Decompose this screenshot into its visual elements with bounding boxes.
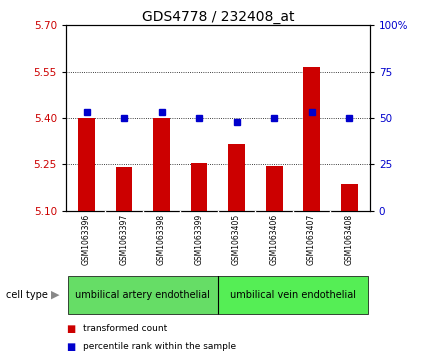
Bar — [218, 276, 368, 314]
Text: GSM1063399: GSM1063399 — [195, 214, 204, 265]
Text: ■: ■ — [66, 342, 75, 352]
Text: GSM1063398: GSM1063398 — [157, 214, 166, 265]
Bar — [191, 163, 207, 211]
Bar — [341, 184, 357, 211]
Text: ■: ■ — [66, 323, 75, 334]
Text: umbilical artery endothelial: umbilical artery endothelial — [75, 290, 210, 300]
Text: umbilical vein endothelial: umbilical vein endothelial — [230, 290, 356, 300]
Bar — [78, 118, 95, 211]
Bar — [303, 67, 320, 211]
Bar — [266, 166, 283, 211]
Bar — [68, 276, 218, 314]
Text: transformed count: transformed count — [83, 324, 167, 333]
Text: percentile rank within the sample: percentile rank within the sample — [83, 342, 236, 351]
Text: GSM1063405: GSM1063405 — [232, 214, 241, 265]
Text: GSM1063408: GSM1063408 — [345, 214, 354, 265]
Text: GSM1063396: GSM1063396 — [82, 214, 91, 265]
Text: GSM1063397: GSM1063397 — [119, 214, 128, 265]
Text: GSM1063406: GSM1063406 — [269, 214, 278, 265]
Text: GSM1063407: GSM1063407 — [307, 214, 316, 265]
Bar — [228, 144, 245, 211]
Text: cell type: cell type — [6, 290, 48, 300]
Text: ▶: ▶ — [51, 290, 60, 300]
Title: GDS4778 / 232408_at: GDS4778 / 232408_at — [142, 11, 294, 24]
Bar — [153, 118, 170, 211]
Bar — [116, 167, 133, 211]
